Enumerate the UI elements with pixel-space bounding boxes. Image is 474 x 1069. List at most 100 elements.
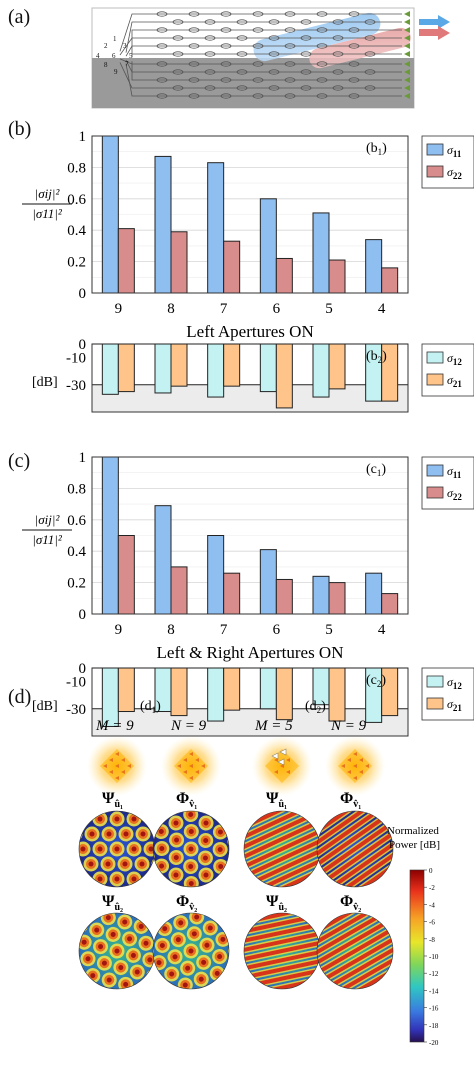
colorbar-tick-label: -14 bbox=[429, 987, 439, 995]
coupler bbox=[188, 11, 200, 17]
bar-σ11-5 bbox=[312, 212, 330, 294]
coupler bbox=[156, 93, 168, 99]
waveguide-line bbox=[119, 13, 402, 52]
psi1-label-d2: Ψû₁ bbox=[266, 790, 287, 810]
x-tick-label: 5 bbox=[325, 301, 333, 317]
phi1-label-d2: Φv̂₁ bbox=[340, 790, 361, 810]
coupler bbox=[252, 43, 264, 49]
x-tick-label: 7 bbox=[220, 622, 228, 638]
psi2-label-d2: Ψû₂ bbox=[266, 893, 287, 913]
x-axis-label: Left & Right Apertures ON bbox=[157, 643, 344, 662]
x-tick-label: 9 bbox=[115, 622, 123, 638]
legend-label-σ11: σ11 bbox=[447, 464, 462, 480]
output-port-icon bbox=[404, 93, 410, 99]
coupler bbox=[172, 85, 184, 91]
phi2-label-d1: Φv̂₂ bbox=[176, 893, 197, 913]
coupler bbox=[188, 27, 200, 33]
d2-tag: (d2) bbox=[305, 699, 326, 715]
colorbar-tick-label: -18 bbox=[429, 1022, 439, 1030]
coupler bbox=[316, 77, 328, 83]
coupler bbox=[300, 85, 312, 91]
aperture-dot bbox=[121, 758, 125, 762]
d1-m-label: M = 9 bbox=[95, 718, 134, 734]
bar-σ11-8 bbox=[154, 505, 172, 615]
coupler bbox=[252, 77, 264, 83]
coupler bbox=[332, 19, 344, 25]
y-tick-label: -30 bbox=[66, 702, 86, 718]
y-tick-label: -10 bbox=[66, 351, 86, 367]
output-port-icon bbox=[404, 11, 410, 17]
legend-swatch-σ22 bbox=[426, 165, 444, 178]
aperture-dot bbox=[341, 764, 345, 768]
bar-σ12-8 bbox=[154, 343, 172, 394]
coupler bbox=[300, 69, 312, 75]
legend-swatch-σ12 bbox=[426, 351, 444, 364]
psi2-label-d1: Ψû₂ bbox=[102, 893, 123, 913]
chart-c2: 0-10 -30 (c2) [dB] σ12 σ21 bbox=[32, 661, 474, 737]
coupler bbox=[332, 85, 344, 91]
port-label: 8 bbox=[104, 61, 108, 69]
x-tick-label: 6 bbox=[273, 622, 281, 638]
plot-frame bbox=[91, 135, 409, 294]
colorbar bbox=[409, 869, 425, 1043]
coupler bbox=[236, 85, 248, 91]
bar-σ11-6 bbox=[259, 198, 277, 294]
coupler bbox=[364, 19, 376, 25]
aperture-dot bbox=[359, 758, 363, 762]
coupler bbox=[156, 11, 168, 17]
y-tick-label: 0.8 bbox=[67, 481, 86, 497]
aperture-dot bbox=[353, 764, 357, 768]
coupler bbox=[236, 69, 248, 75]
y-tick-label: 0.2 bbox=[67, 576, 86, 592]
waveguide-line bbox=[125, 63, 402, 97]
output-arrows bbox=[419, 15, 450, 40]
waveguide-line bbox=[131, 61, 402, 81]
chart-c1: 0 0.2 0.4 0.6 0.8 1 9 8 7 6 5 4 (c1) Left & Right Ape… bbox=[22, 450, 474, 662]
coupler bbox=[332, 51, 344, 57]
coupler bbox=[268, 69, 280, 75]
circuit-diagram: 12 3 4 5 6 7 89 bbox=[91, 7, 415, 109]
mode-map-border bbox=[152, 912, 230, 990]
aperture-dot bbox=[189, 764, 193, 768]
bar-σ11-4 bbox=[365, 572, 383, 615]
y-tick-label: 1 bbox=[79, 450, 87, 466]
y-tick-label: -10 bbox=[66, 675, 86, 691]
coupler bbox=[300, 35, 312, 41]
y-axis-label: [dB] bbox=[32, 699, 58, 714]
bar-σ22-8 bbox=[170, 231, 188, 294]
colorbar-tick-label: -10 bbox=[429, 953, 439, 961]
coupler bbox=[204, 35, 216, 41]
output-port-icon bbox=[404, 43, 410, 49]
bar-σ11-4 bbox=[365, 239, 383, 294]
bar-σ22-9 bbox=[117, 535, 135, 615]
x-tick-label: 6 bbox=[273, 301, 281, 317]
y-tick-label: -30 bbox=[66, 378, 86, 394]
aperture-dot bbox=[115, 752, 119, 756]
bar-σ21-5 bbox=[328, 343, 346, 390]
y-tick-label: 0.8 bbox=[67, 160, 86, 176]
coupler bbox=[156, 43, 168, 49]
coupler bbox=[300, 51, 312, 57]
bar-σ22-4 bbox=[381, 267, 399, 294]
d2-m-label: M = 5 bbox=[254, 718, 293, 734]
coupler bbox=[172, 69, 184, 75]
coupler bbox=[364, 85, 376, 91]
aperture-dot bbox=[353, 776, 357, 780]
d1-tag: (d1) bbox=[140, 699, 161, 715]
y-axis-label-numerator: |σij|² bbox=[35, 186, 61, 201]
aperture-dot bbox=[195, 770, 199, 774]
psi1-label-d1: Ψû₁ bbox=[102, 790, 123, 810]
bar-σ21-8 bbox=[170, 343, 188, 387]
colorbar-tick-label: -6 bbox=[429, 919, 435, 927]
aperture-dot bbox=[286, 758, 290, 762]
bar-σ12-5 bbox=[312, 343, 330, 398]
coupler bbox=[268, 85, 280, 91]
coupler bbox=[284, 61, 296, 67]
coupler bbox=[316, 11, 328, 17]
coupler bbox=[348, 43, 360, 49]
waveguide-line bbox=[119, 62, 402, 89]
colorbar-tick-label: -4 bbox=[429, 901, 435, 909]
waveguide-line bbox=[125, 21, 402, 53]
coupler bbox=[284, 27, 296, 33]
aperture-dot bbox=[274, 758, 278, 762]
